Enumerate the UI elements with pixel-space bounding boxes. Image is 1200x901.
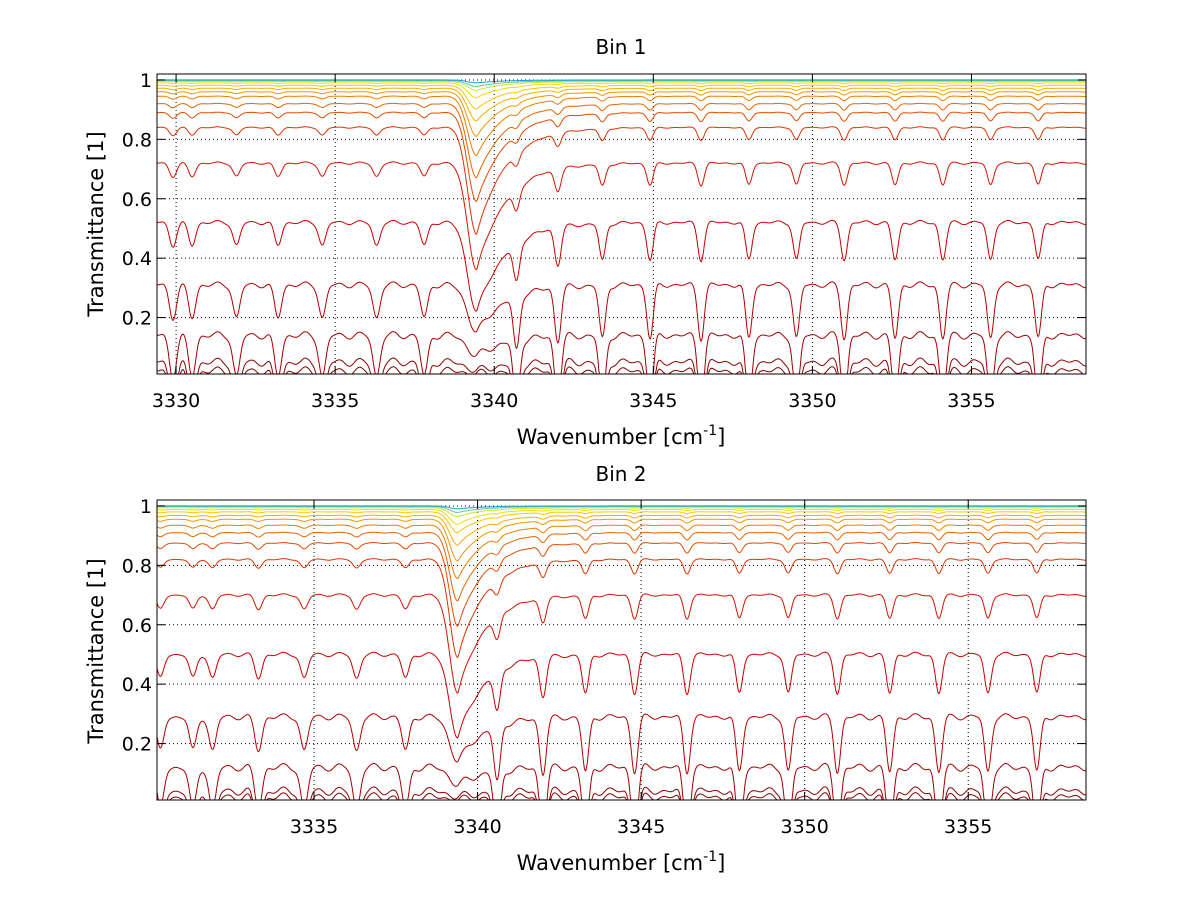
series-line-12 [157, 87, 1086, 122]
x-tick-label: 3340 [470, 390, 518, 412]
series-line-15 [157, 507, 1086, 518]
series-line-13 [156, 511, 1086, 534]
series-line-7 [157, 126, 1086, 235]
y-tick-label: 1 [140, 70, 152, 92]
series-line-14 [156, 509, 1086, 525]
y-tick-label: 0.2 [122, 734, 152, 756]
series-line-7 [156, 558, 1086, 659]
tick-labels: 3330 3335 3340 3345 3350 3355 0.2 0.4 0.6 0.8 1 [122, 70, 1086, 412]
series-group [157, 79, 1087, 375]
tick-labels: 3335 3340 3345 3350 3355 0.2 0.4 0.6 0.8 1 [122, 496, 1086, 838]
x-tick-label: 3335 [311, 390, 359, 412]
series-line-15 [157, 80, 1086, 91]
x-tick-label: 3335 [290, 816, 338, 838]
y-tick-label: 1 [140, 496, 152, 518]
series-line-13 [157, 84, 1086, 110]
x-axis-label: Wavenumber [cm-1] [517, 849, 726, 875]
series-line-6 [156, 593, 1087, 694]
x-tick-label: 3350 [781, 816, 829, 838]
series-line-16 [157, 506, 1086, 514]
series-line-3 [157, 331, 1086, 375]
series-line-17 [157, 505, 1086, 510]
series-line-9 [157, 102, 1086, 179]
x-tick-label: 3355 [947, 390, 995, 412]
chart-bin-2: Bin 2 3335 3340 3345 3350 33550.20.40.60.81 … [84, 462, 1087, 875]
y-tick-label: 0.4 [122, 674, 152, 696]
x-tick-label: 3345 [629, 390, 677, 412]
y-axis-label: Transmittance [1] [84, 558, 108, 744]
y-axis-label: Transmittance [1] [84, 131, 108, 317]
series-line-4 [156, 713, 1087, 781]
series-line-2 [157, 786, 1086, 801]
y-tick-label: 0.6 [122, 189, 152, 211]
series-line-17 [157, 79, 1086, 84]
plot-area-frame [156, 73, 1087, 375]
chart-title: Bin 2 [595, 462, 646, 486]
series-line-8 [156, 542, 1086, 627]
series-line-11 [156, 518, 1086, 562]
chart-bin-1: Bin 1 3330 3335 3340 3345 3350 3355 0.2 0.4 0.6 0… [84, 35, 1087, 449]
series-line-8 [157, 111, 1087, 203]
x-tick-label: 3345 [617, 816, 665, 838]
y-tick-label: 0.8 [122, 555, 152, 577]
series-line-11 [157, 91, 1086, 137]
series-line-12 [156, 514, 1086, 546]
series-line-10 [156, 524, 1086, 580]
series-line-9 [156, 531, 1086, 602]
series-line-5 [157, 219, 1086, 312]
y-tick-label: 0.2 [122, 308, 152, 330]
chart-title: Bin 1 [595, 35, 646, 59]
x-tick-label: 3350 [788, 390, 836, 412]
x-tick-label: 3355 [944, 816, 992, 838]
series-line-16 [157, 80, 1086, 87]
y-tick-label: 0.4 [122, 248, 152, 270]
series-line-14 [157, 82, 1086, 99]
x-axis-label: Wavenumber [cm-1] [517, 423, 726, 449]
series-line-10 [157, 95, 1086, 157]
series-line-2 [157, 357, 1086, 375]
x-tick-label: 3340 [453, 816, 501, 838]
y-tick-label: 0.8 [122, 129, 152, 151]
series-line-4 [157, 281, 1087, 350]
plot-area-frame [156, 499, 1087, 801]
series-line-6 [157, 161, 1086, 271]
series-line-3 [156, 762, 1087, 801]
y-tick-label: 0.6 [122, 615, 152, 637]
x-tick-label: 3330 [152, 390, 200, 412]
series-line-5 [156, 651, 1087, 739]
